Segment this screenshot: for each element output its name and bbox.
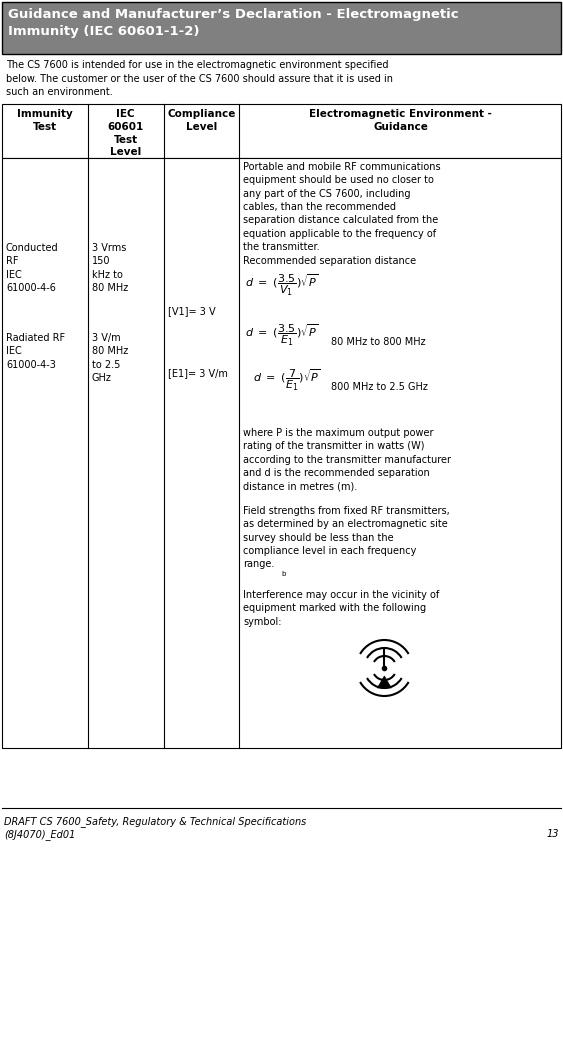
Text: The CS 7600 is intended for use in the electromagnetic environment specified
bel: The CS 7600 is intended for use in the e…	[6, 60, 393, 98]
Text: 13: 13	[547, 829, 559, 840]
Text: $d\ =\ (\dfrac{3.5}{V_1})\sqrt{P}$: $d\ =\ (\dfrac{3.5}{V_1})\sqrt{P}$	[245, 273, 318, 298]
Text: Guidance and Manufacturer’s Declaration - Electromagnetic
Immunity (IEC 60601-1-: Guidance and Manufacturer’s Declaration …	[8, 8, 459, 38]
Text: Field strengths from fixed RF transmitters,
as determined by an electromagnetic : Field strengths from fixed RF transmitte…	[243, 506, 450, 569]
Text: Portable and mobile RF communications
equipment should be used no closer to
any : Portable and mobile RF communications eq…	[243, 162, 441, 266]
Text: $d\ =\ (\dfrac{3.5}{E_1})\sqrt{P}$: $d\ =\ (\dfrac{3.5}{E_1})\sqrt{P}$	[245, 323, 318, 348]
Text: 80 MHz to 800 MHz: 80 MHz to 800 MHz	[331, 337, 426, 347]
Bar	[2, 158, 561, 748]
Text: Radiated RF
IEC
61000-4-3: Radiated RF IEC 61000-4-3	[6, 334, 65, 370]
Text: Electromagnetic Environment -
Guidance: Electromagnetic Environment - Guidance	[309, 109, 492, 132]
Text: Immunity
Test: Immunity Test	[17, 109, 73, 132]
Text: 3 Vrms
150
kHz to
80 MHz: 3 Vrms 150 kHz to 80 MHz	[92, 243, 128, 293]
Text: DRAFT CS 7600_Safety, Regulatory & Technical Specifications: DRAFT CS 7600_Safety, Regulatory & Techn…	[4, 816, 306, 827]
Text: (8J4070)_Ed01: (8J4070)_Ed01	[4, 829, 75, 840]
Text: b: b	[281, 571, 285, 577]
Text: [V1]= 3 V: [V1]= 3 V	[168, 307, 216, 316]
Text: IEC
60601
Test
Level: IEC 60601 Test Level	[108, 109, 144, 157]
Text: where P is the maximum output power
rating of the transmitter in watts (W)
accor: where P is the maximum output power rati…	[243, 428, 451, 491]
Text: Conducted
RF
IEC
61000-4-6: Conducted RF IEC 61000-4-6	[6, 243, 59, 293]
Text: 3 V/m
80 MHz
to 2.5
GHz: 3 V/m 80 MHz to 2.5 GHz	[92, 334, 128, 383]
Text: 800 MHz to 2.5 GHz: 800 MHz to 2.5 GHz	[331, 382, 428, 392]
Text: Compliance
Level: Compliance Level	[167, 109, 236, 132]
Bar	[2, 104, 561, 158]
Text: [E1]= 3 V/m: [E1]= 3 V/m	[168, 368, 228, 378]
Text: $d\ =\ (\dfrac{7}{E_1})\sqrt{P}$: $d\ =\ (\dfrac{7}{E_1})\sqrt{P}$	[253, 368, 321, 394]
Bar	[2, 2, 561, 54]
Text: Interference may occur in the vicinity of
equipment marked with the following
sy: Interference may occur in the vicinity o…	[243, 590, 439, 627]
Polygon shape	[377, 676, 391, 688]
